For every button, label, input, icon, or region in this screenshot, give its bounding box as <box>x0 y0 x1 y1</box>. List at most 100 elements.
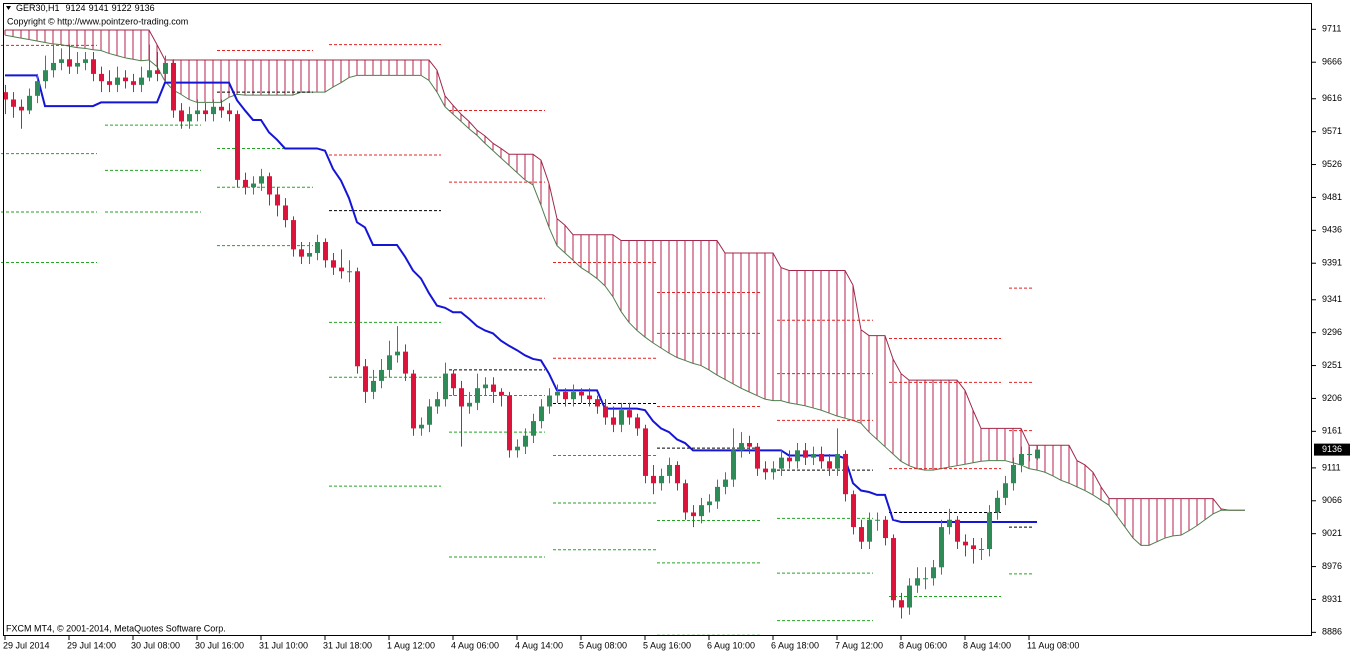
candle-body <box>1019 453 1024 465</box>
candle-body <box>611 417 616 425</box>
candle-body <box>267 176 272 195</box>
x-tick-label: 6 Aug 10:00 <box>707 640 755 650</box>
x-tick-label: 8 Aug 14:00 <box>963 640 1011 650</box>
y-tick-label: 9251 <box>1322 360 1342 370</box>
candle-body <box>1027 453 1032 455</box>
candle-body <box>875 519 880 521</box>
candle-body <box>603 406 608 418</box>
candle-body <box>1011 464 1016 484</box>
candle-body <box>491 384 496 392</box>
candle-body <box>411 373 416 429</box>
candle-body <box>187 114 192 122</box>
candle-body <box>499 391 504 396</box>
candle-body <box>843 453 848 495</box>
candle-body <box>595 399 600 407</box>
candle-body <box>827 461 832 469</box>
candle-body <box>979 549 984 551</box>
candle-body <box>963 541 968 546</box>
candle-body <box>643 428 648 476</box>
candle-body <box>627 410 632 418</box>
candle-body <box>651 475 656 484</box>
candle-body <box>779 457 784 469</box>
candle-body <box>67 59 72 67</box>
candle-body <box>691 512 696 517</box>
x-tick-label: 29 Jul 2014 <box>3 640 50 650</box>
candle-body <box>555 391 560 396</box>
candle-body <box>923 578 928 580</box>
y-tick-label: 8886 <box>1322 627 1342 637</box>
candle-body <box>179 110 184 122</box>
x-tick-label: 4 Aug 14:00 <box>515 640 563 650</box>
symbol: GER30,H1 <box>16 3 60 13</box>
candle-body <box>507 395 512 451</box>
candle-body <box>715 486 720 502</box>
candle-body <box>587 395 592 400</box>
candle-body <box>899 600 904 608</box>
x-tick-label: 30 Jul 08:00 <box>131 640 180 650</box>
candle-body <box>203 110 208 115</box>
candle-body <box>283 205 288 221</box>
candle-body <box>523 435 528 447</box>
open-value: 9124 <box>66 3 86 13</box>
candle-body <box>403 351 408 374</box>
candle-body <box>747 443 752 447</box>
candle-body <box>1003 483 1008 498</box>
y-tick-label: 8976 <box>1322 561 1342 571</box>
y-tick-label: 9616 <box>1322 93 1342 103</box>
candle-body <box>147 70 152 78</box>
low-value: 9122 <box>112 3 132 13</box>
candle-body <box>579 391 584 396</box>
candle-body <box>115 77 120 85</box>
header: GER30,H1 9124 9141 9122 9136 <box>16 3 155 13</box>
candle-body <box>755 446 760 469</box>
candle-body <box>275 194 280 206</box>
candle-body <box>731 450 736 480</box>
candle-body <box>763 468 768 473</box>
plot-area <box>1 29 1245 636</box>
candle-body <box>907 585 912 608</box>
candle-body <box>947 519 952 528</box>
candle-body <box>131 81 136 85</box>
candle-body <box>971 545 976 550</box>
y-tick-label: 9666 <box>1322 57 1342 67</box>
candle-body <box>571 391 576 400</box>
y-tick-label: 9161 <box>1322 426 1342 436</box>
candle-body <box>107 81 112 85</box>
x-tick-label: 11 Aug 08:00 <box>1027 640 1079 650</box>
candle-body <box>259 176 264 184</box>
candle-body <box>475 388 480 403</box>
candle-body <box>931 567 936 579</box>
x-tick-label: 8 Aug 06:00 <box>899 640 947 650</box>
candle-body <box>91 59 96 74</box>
cloud-lower-line <box>4 34 1245 546</box>
candle-body <box>795 450 800 462</box>
candle-body <box>867 519 872 542</box>
x-tick-label: 31 Jul 10:00 <box>259 640 308 650</box>
candle-body <box>11 99 16 107</box>
x-tick-label: 5 Aug 16:00 <box>643 640 691 650</box>
candle-body <box>347 271 352 273</box>
cloud-upper-line <box>5 29 1245 511</box>
x-tick-label: 6 Aug 18:00 <box>771 640 819 650</box>
candle-body <box>155 70 160 74</box>
candle-body <box>835 453 840 469</box>
candle-body <box>163 62 168 74</box>
candle-body <box>443 373 448 400</box>
candle-body <box>227 110 232 115</box>
candle-body <box>19 106 24 111</box>
candle-body <box>363 366 368 392</box>
candle-body <box>355 271 360 367</box>
candle-body <box>315 242 320 253</box>
candle-body <box>211 106 216 115</box>
y-tick-label: 8931 <box>1322 594 1342 604</box>
candle-body <box>891 538 896 601</box>
x-tick-label: 7 Aug 12:00 <box>835 640 883 650</box>
candle-body <box>771 468 776 473</box>
candle-body <box>987 512 992 550</box>
candle-body <box>635 417 640 429</box>
candle-body <box>803 450 808 458</box>
baseline-line <box>5 74 1037 523</box>
candle-body <box>723 479 728 487</box>
